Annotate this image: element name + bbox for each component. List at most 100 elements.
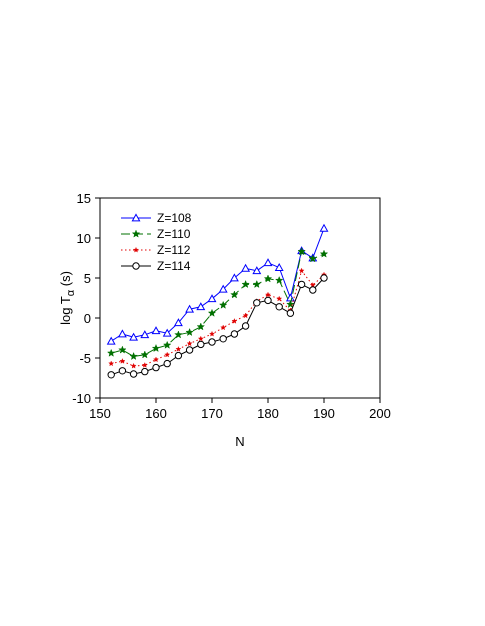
data-point bbox=[286, 299, 295, 309]
x-axis-label: N bbox=[235, 434, 244, 449]
axis-ticks: 150 160 170 180 190 200 -10 -5 0 5 10 15 bbox=[72, 191, 391, 421]
data-point bbox=[229, 273, 239, 282]
data-point bbox=[118, 367, 127, 375]
data-point bbox=[263, 258, 273, 267]
data-point bbox=[186, 340, 193, 347]
data-point bbox=[241, 263, 251, 272]
legend-label: Z=112 bbox=[157, 243, 191, 257]
data-point bbox=[129, 370, 138, 378]
data-point bbox=[152, 363, 160, 372]
series-line bbox=[111, 250, 325, 357]
data-point bbox=[309, 282, 316, 288]
plot-frame bbox=[99, 197, 381, 399]
data-point bbox=[264, 291, 272, 298]
data-point bbox=[208, 330, 216, 337]
legend-label: Z=108 bbox=[157, 211, 192, 225]
data-point bbox=[174, 330, 183, 339]
data-point bbox=[252, 279, 262, 289]
data-point bbox=[252, 266, 262, 275]
series-line bbox=[110, 228, 325, 342]
data-point bbox=[140, 330, 150, 339]
legend-swatch-marker bbox=[131, 213, 141, 222]
y-tick-label: 15 bbox=[77, 191, 91, 206]
y-tick-label: 10 bbox=[77, 231, 91, 246]
data-point bbox=[173, 318, 183, 327]
data-point bbox=[151, 326, 161, 335]
data-point bbox=[174, 351, 183, 360]
data-point bbox=[162, 340, 172, 349]
data-point bbox=[106, 348, 116, 357]
data-point bbox=[297, 247, 306, 256]
data-point bbox=[129, 351, 138, 361]
series-line bbox=[111, 269, 325, 367]
y-tick-label: 0 bbox=[84, 311, 91, 326]
y-tick-label: -5 bbox=[79, 351, 91, 366]
data-point bbox=[141, 362, 148, 368]
data-point bbox=[320, 274, 328, 282]
x-tick-label: 150 bbox=[89, 406, 111, 421]
data-point bbox=[185, 327, 194, 337]
data-point bbox=[274, 275, 284, 285]
data-point bbox=[118, 345, 127, 354]
data-point bbox=[208, 338, 216, 346]
y-tick-label: 5 bbox=[84, 271, 91, 286]
data-point bbox=[219, 335, 227, 343]
data-point bbox=[130, 362, 137, 369]
legend-label: Z=114 bbox=[157, 259, 191, 273]
x-tick-label: 160 bbox=[145, 406, 167, 421]
data-point bbox=[162, 328, 172, 337]
data-point bbox=[308, 254, 318, 263]
data-point bbox=[207, 308, 217, 317]
data-point bbox=[298, 267, 305, 274]
data-point bbox=[129, 332, 139, 341]
data-point bbox=[197, 335, 204, 342]
data-point bbox=[241, 322, 250, 330]
data-point bbox=[231, 318, 238, 324]
data-point bbox=[230, 290, 239, 299]
x-tick-label: 190 bbox=[313, 406, 335, 421]
data-point bbox=[264, 296, 272, 305]
data-point bbox=[286, 309, 295, 317]
data-point bbox=[152, 356, 160, 363]
data-point bbox=[241, 279, 250, 289]
data-point bbox=[230, 330, 239, 338]
data-point bbox=[119, 358, 126, 364]
series-group bbox=[108, 267, 328, 369]
data-point bbox=[319, 249, 329, 258]
legend-swatch-marker bbox=[131, 229, 141, 238]
data-point bbox=[242, 312, 249, 319]
legend-swatch-marker bbox=[132, 246, 140, 253]
data-point bbox=[185, 304, 195, 313]
y-tick-label: -10 bbox=[72, 391, 91, 406]
series-group bbox=[107, 274, 328, 379]
x-tick-label: 200 bbox=[369, 406, 391, 421]
data-point bbox=[263, 274, 273, 283]
legend: Z=108 Z=110 Z=112 Z=114 bbox=[121, 211, 192, 273]
data-point bbox=[196, 302, 206, 311]
series-group bbox=[106, 223, 329, 345]
data-point bbox=[117, 329, 127, 338]
series-group bbox=[106, 247, 329, 361]
plot-area-border bbox=[99, 197, 381, 399]
y-axis-label: log Tα (s) bbox=[58, 271, 77, 325]
data-point bbox=[207, 294, 217, 303]
data-point bbox=[276, 295, 283, 302]
data-point bbox=[164, 351, 171, 358]
data-point bbox=[196, 322, 206, 331]
data-point bbox=[151, 343, 161, 353]
data-point bbox=[319, 223, 329, 232]
data-point bbox=[197, 340, 205, 349]
x-tick-label: 180 bbox=[257, 406, 279, 421]
data-point bbox=[163, 359, 171, 368]
data-point bbox=[309, 286, 317, 294]
data-point bbox=[140, 350, 150, 359]
x-tick-label: 170 bbox=[201, 406, 223, 421]
data-point bbox=[141, 367, 149, 376]
data-point bbox=[108, 360, 115, 367]
data-point bbox=[218, 300, 228, 309]
data-point bbox=[185, 346, 194, 354]
data-point bbox=[297, 280, 306, 289]
data-point bbox=[253, 299, 261, 307]
data-point bbox=[106, 336, 116, 345]
